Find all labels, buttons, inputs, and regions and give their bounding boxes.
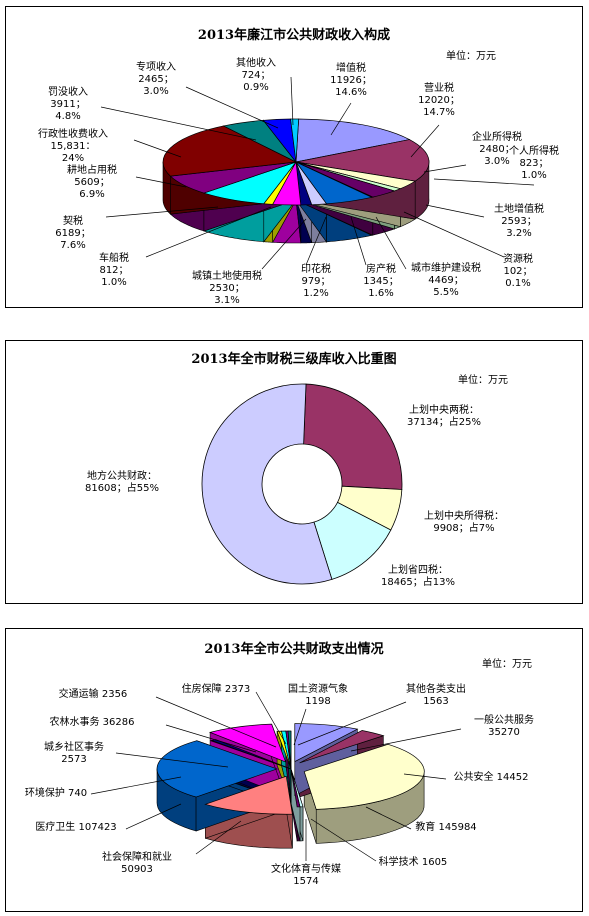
leader-line	[410, 124, 440, 158]
leader-line	[290, 76, 294, 126]
leader-line	[425, 204, 485, 218]
unit-label: 单位：万元	[482, 657, 532, 670]
revenue-pie-chart: 2013年廉江市公共财政收入构成 单位：万元 增值税 11926； 14.6% 营业税…	[38, 27, 559, 306]
slice-label: 资源税 102； 0.1%	[503, 252, 533, 289]
leader-line	[255, 691, 287, 745]
leader-line	[403, 211, 505, 258]
slice-label: 城乡社区事务 2573	[44, 740, 104, 765]
pie-slice	[204, 775, 293, 815]
slice-label: 车船税 812； 1.0%	[99, 251, 129, 288]
slice-label: 个人所得税 823； 1.0%	[509, 144, 559, 181]
leader-line	[90, 776, 182, 795]
slice-label: 社会保障和就业 50903	[102, 850, 172, 875]
slice-label: 罚没收入 3911； 4.8%	[48, 85, 88, 122]
leader-line	[330, 102, 352, 136]
leader-line	[293, 708, 307, 746]
pie-slice	[290, 118, 300, 163]
unit-label: 单位：万元	[446, 49, 496, 62]
slice-label: 住房保障 2373	[182, 682, 251, 695]
slice-label: 行政性收费收入 15,831： 24%	[38, 127, 108, 164]
slice-label: 其他收入 724； 0.9%	[236, 56, 276, 93]
revenue-chart-panel: 2013年廉江市公共财政收入构成 单位：万元 增值税 11926； 14.6% 营业税…	[5, 6, 583, 308]
slice-label: 一般公共服务 35270	[474, 713, 534, 738]
leader-line	[105, 206, 219, 218]
leader-line	[115, 752, 229, 768]
leader-line	[365, 806, 412, 830]
leader-line	[423, 164, 467, 173]
leader-line	[433, 178, 535, 186]
slice-label: 契税 6189； 7.6%	[55, 214, 90, 251]
slice-label: 土地增值税 2593； 3.2%	[494, 202, 544, 239]
chart-title: 2013年廉江市公共财政收入构成	[198, 27, 390, 43]
slice-label: 环境保护 740	[25, 786, 87, 799]
tax-share-donut-chart: 2013年全市财税三级库收入比重图 单位：万元 上划中央两税： 37134；占25…	[85, 351, 508, 588]
slice-label: 地方公共财政： 81608；占55%	[85, 469, 159, 494]
slice-label: 医疗卫生 107423	[35, 820, 116, 833]
pie-slice	[295, 139, 430, 182]
pie-slice	[156, 740, 279, 798]
slice-label: 城镇土地使用税 2530； 3.1%	[192, 269, 262, 306]
leader-line	[195, 820, 242, 855]
leader-line	[135, 176, 187, 188]
leader-line	[145, 206, 272, 258]
pie-slice	[294, 723, 359, 763]
slice-label: 科学技术 1605	[379, 855, 448, 868]
slice-label: 教育 145984	[415, 820, 476, 833]
leader-line	[350, 216, 367, 266]
slice-label: 文化体育与传媒 1574	[271, 862, 341, 887]
pie-slice	[290, 768, 301, 808]
slice-label: 上划省四税： 18465；占13%	[381, 563, 455, 588]
slice-label: 耕地占用税 5609； 6.9%	[67, 163, 117, 200]
pie-slice	[299, 730, 385, 764]
chart-title: 2013年全市公共财政支出情况	[204, 641, 383, 657]
tax-share-chart-panel: 2013年全市财税三级库收入比重图 单位：万元 上划中央两税： 37134；占25…	[5, 340, 583, 604]
slice-label: 房产税 1345； 1.6%	[363, 262, 398, 299]
expenditure-pie-chart: 2013年全市公共财政支出情况 单位：万元 一般公共服务 35270 公共安全 14…	[25, 641, 534, 887]
slice-label: 印花税 979； 1.2%	[301, 262, 331, 299]
leader-line	[261, 218, 307, 270]
leader-line	[350, 728, 462, 752]
slice-label: 企业所得税 2480； 3.0%	[472, 130, 522, 167]
slice-label: 城市维护建设税 4469； 5.5%	[411, 261, 481, 298]
leader-line	[305, 216, 327, 266]
expenditure-chart-panel: 2013年全市公共财政支出情况 单位：万元 一般公共服务 35270 公共安全 14…	[5, 628, 583, 912]
leader-line	[100, 106, 257, 141]
pie-slice	[162, 125, 298, 177]
pie-slice	[295, 118, 411, 163]
pie-slice	[208, 723, 287, 763]
unit-label: 单位：万元	[458, 373, 508, 386]
leader-line	[310, 818, 377, 862]
pie-slice	[303, 743, 425, 810]
chart-title: 2013年全市财税三级库收入比重图	[191, 351, 396, 367]
slice-label: 上划中央所得税： 9908；占7%	[424, 509, 504, 534]
slice-label: 国土资源气象 1198	[288, 682, 348, 707]
leader-line	[155, 696, 277, 748]
leader-line	[297, 701, 407, 746]
leader-line	[125, 803, 182, 830]
slice-label: 农林水事务 36286	[50, 715, 135, 728]
slice-label: 公共安全 14452	[454, 770, 529, 783]
leader-line	[375, 216, 407, 270]
slice-label: 增值税 11926； 14.6%	[330, 61, 372, 98]
slice-label: 专项收入 2465； 3.0%	[136, 60, 176, 97]
leader-line	[133, 139, 182, 158]
slice-label: 交通运输 2356	[59, 687, 128, 700]
pie-slice	[210, 739, 292, 770]
donut-slice	[303, 383, 403, 490]
pie-slice	[287, 730, 292, 770]
slice-label: 营业税 12020； 14.7%	[418, 81, 460, 118]
leader-line	[403, 773, 447, 780]
leader-line	[165, 724, 257, 753]
slice-label: 其他各类支出 1563	[406, 682, 466, 707]
slice-label: 上划中央两税： 37134；占25%	[407, 403, 481, 428]
donut-slice	[201, 383, 333, 585]
leader-line	[185, 86, 279, 129]
